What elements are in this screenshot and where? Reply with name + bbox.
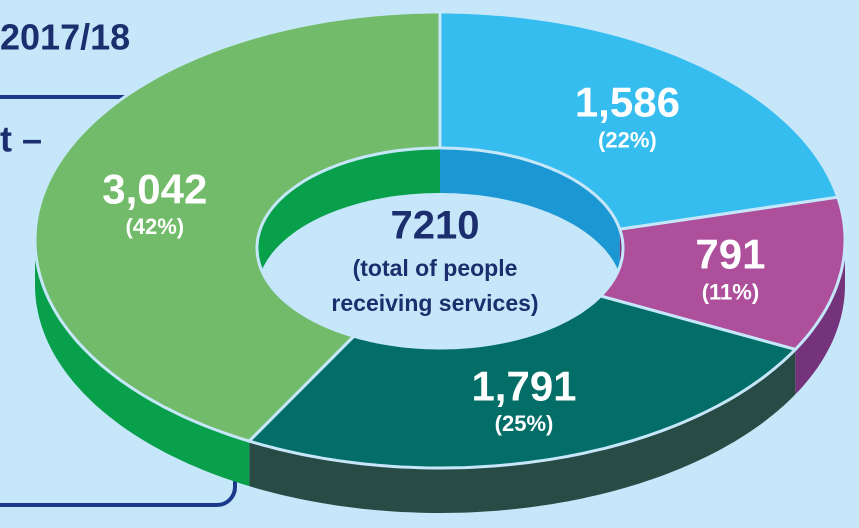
slice-inner-wall [257, 148, 440, 293]
heading: 2017/18 [0, 17, 130, 58]
value-label: 1,586 [575, 79, 680, 126]
value-label: 3,042 [102, 165, 207, 212]
percent-label: (42%) [125, 214, 184, 239]
center-label: receiving services) [331, 290, 538, 316]
total-label: 7210 [391, 204, 480, 248]
value-label: 791 [695, 231, 765, 278]
slice-side [249, 349, 796, 513]
value-label: 1,791 [471, 362, 576, 409]
percent-label: (11%) [702, 279, 759, 304]
slice [33, 10, 442, 443]
slice-inner-wall [440, 148, 620, 275]
box-text: t – [0, 119, 42, 160]
center-label: (total of people [353, 255, 518, 281]
percent-label: (25%) [495, 411, 554, 436]
slice-side [795, 240, 845, 395]
donut: 1,586(22%) 791(11%) 1,791(25%) 3,042(42%) 72… [33, 10, 847, 513]
slice-side [35, 240, 250, 487]
percent-label: (22%) [598, 127, 657, 152]
